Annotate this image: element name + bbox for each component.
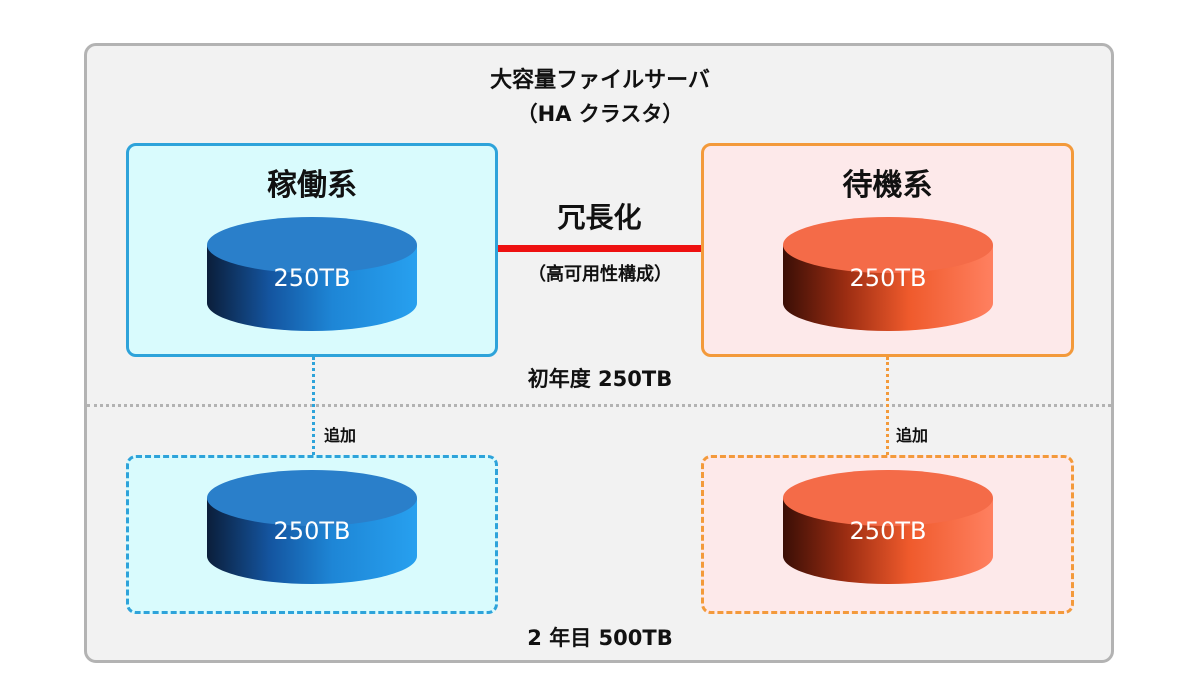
redundancy-label: 冗長化 — [557, 201, 642, 234]
diagram-subtitle: （HA クラスタ） — [516, 102, 684, 126]
active-expansion-connector — [312, 357, 315, 455]
standby-storage-capacity: 250TB — [849, 264, 927, 292]
standby-added-storage-cylinder: 250TB — [783, 470, 993, 586]
standby-system-label: 待機系 — [842, 168, 933, 203]
active-add-label: 追加 — [324, 426, 357, 445]
diagram-title: 大容量ファイルサーバ — [490, 68, 710, 93]
active-storage-cylinder: 250TB — [207, 217, 417, 333]
year-divider-line — [87, 404, 1111, 407]
standby-storage-cylinder: 250TB — [783, 217, 993, 333]
active-system-label: 稼働系 — [267, 168, 357, 203]
high-availability-note: （高可用性構成） — [528, 264, 672, 285]
standby-added-storage-capacity: 250TB — [849, 517, 927, 545]
active-added-storage-capacity: 250TB — [273, 517, 351, 545]
redundancy-link-line — [498, 245, 701, 252]
standby-add-label: 追加 — [896, 426, 929, 445]
year2-capacity-label: 2 年目 500TB — [527, 626, 673, 650]
active-added-storage-cylinder: 250TB — [207, 470, 417, 586]
year1-capacity-label: 初年度 250TB — [527, 367, 673, 391]
standby-expansion-connector — [886, 357, 889, 455]
active-storage-capacity: 250TB — [273, 264, 351, 292]
